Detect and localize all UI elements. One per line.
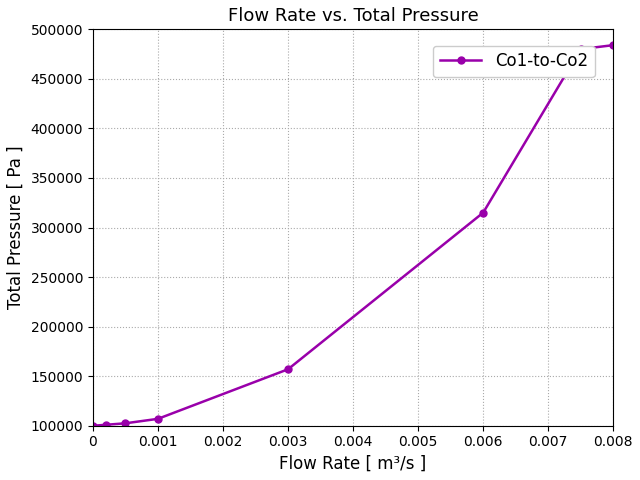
Co1-to-Co2 <box>122 420 129 426</box>
Co1-to-Co2 <box>154 416 162 422</box>
Title: Flow Rate vs. Total Pressure: Flow Rate vs. Total Pressure <box>228 7 479 25</box>
Co1-to-Co2 <box>479 210 487 216</box>
Legend: Co1-to-Co2: Co1-to-Co2 <box>433 46 595 77</box>
Co1-to-Co2 <box>577 46 584 52</box>
Line: Co1-to-Co2: Co1-to-Co2 <box>90 42 617 429</box>
Co1-to-Co2 <box>609 42 617 48</box>
Co1-to-Co2 <box>89 423 97 429</box>
X-axis label: Flow Rate [ m³/s ]: Flow Rate [ m³/s ] <box>280 455 427 473</box>
Co1-to-Co2 <box>284 366 292 372</box>
Co1-to-Co2 <box>102 422 109 428</box>
Y-axis label: Total Pressure [ Pa ]: Total Pressure [ Pa ] <box>7 146 25 309</box>
